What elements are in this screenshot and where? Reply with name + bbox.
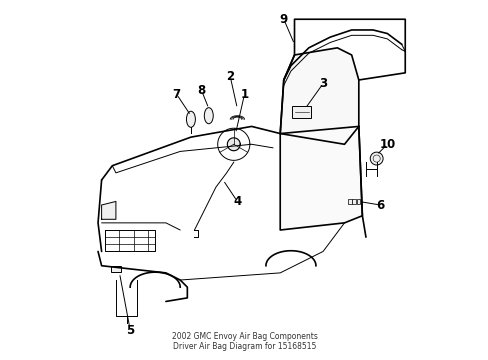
Text: 3: 3 [318, 77, 326, 90]
Text: 9: 9 [279, 13, 287, 26]
Polygon shape [280, 126, 362, 230]
Bar [352, 199, 355, 204]
Text: 4: 4 [233, 195, 241, 208]
Bar [356, 199, 360, 204]
Polygon shape [102, 202, 116, 219]
Text: 1: 1 [240, 88, 248, 101]
Bar [347, 199, 351, 204]
Bar [110, 266, 121, 272]
Text: 7: 7 [172, 88, 181, 101]
Polygon shape [227, 138, 240, 151]
Circle shape [369, 152, 382, 165]
Text: 5: 5 [126, 324, 134, 337]
Text: 2002 GMC Envoy Air Bag Components
Driver Air Bag Diagram for 15168515: 2002 GMC Envoy Air Bag Components Driver… [171, 332, 317, 351]
Text: 2: 2 [225, 70, 234, 83]
Text: 10: 10 [379, 138, 395, 151]
Text: 6: 6 [375, 198, 384, 212]
Text: 8: 8 [197, 84, 205, 97]
Bar [291, 106, 311, 118]
Ellipse shape [186, 111, 195, 127]
Ellipse shape [204, 108, 213, 124]
Polygon shape [280, 48, 358, 144]
